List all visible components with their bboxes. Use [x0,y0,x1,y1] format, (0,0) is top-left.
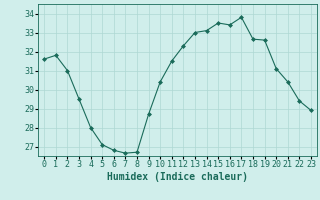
X-axis label: Humidex (Indice chaleur): Humidex (Indice chaleur) [107,172,248,182]
